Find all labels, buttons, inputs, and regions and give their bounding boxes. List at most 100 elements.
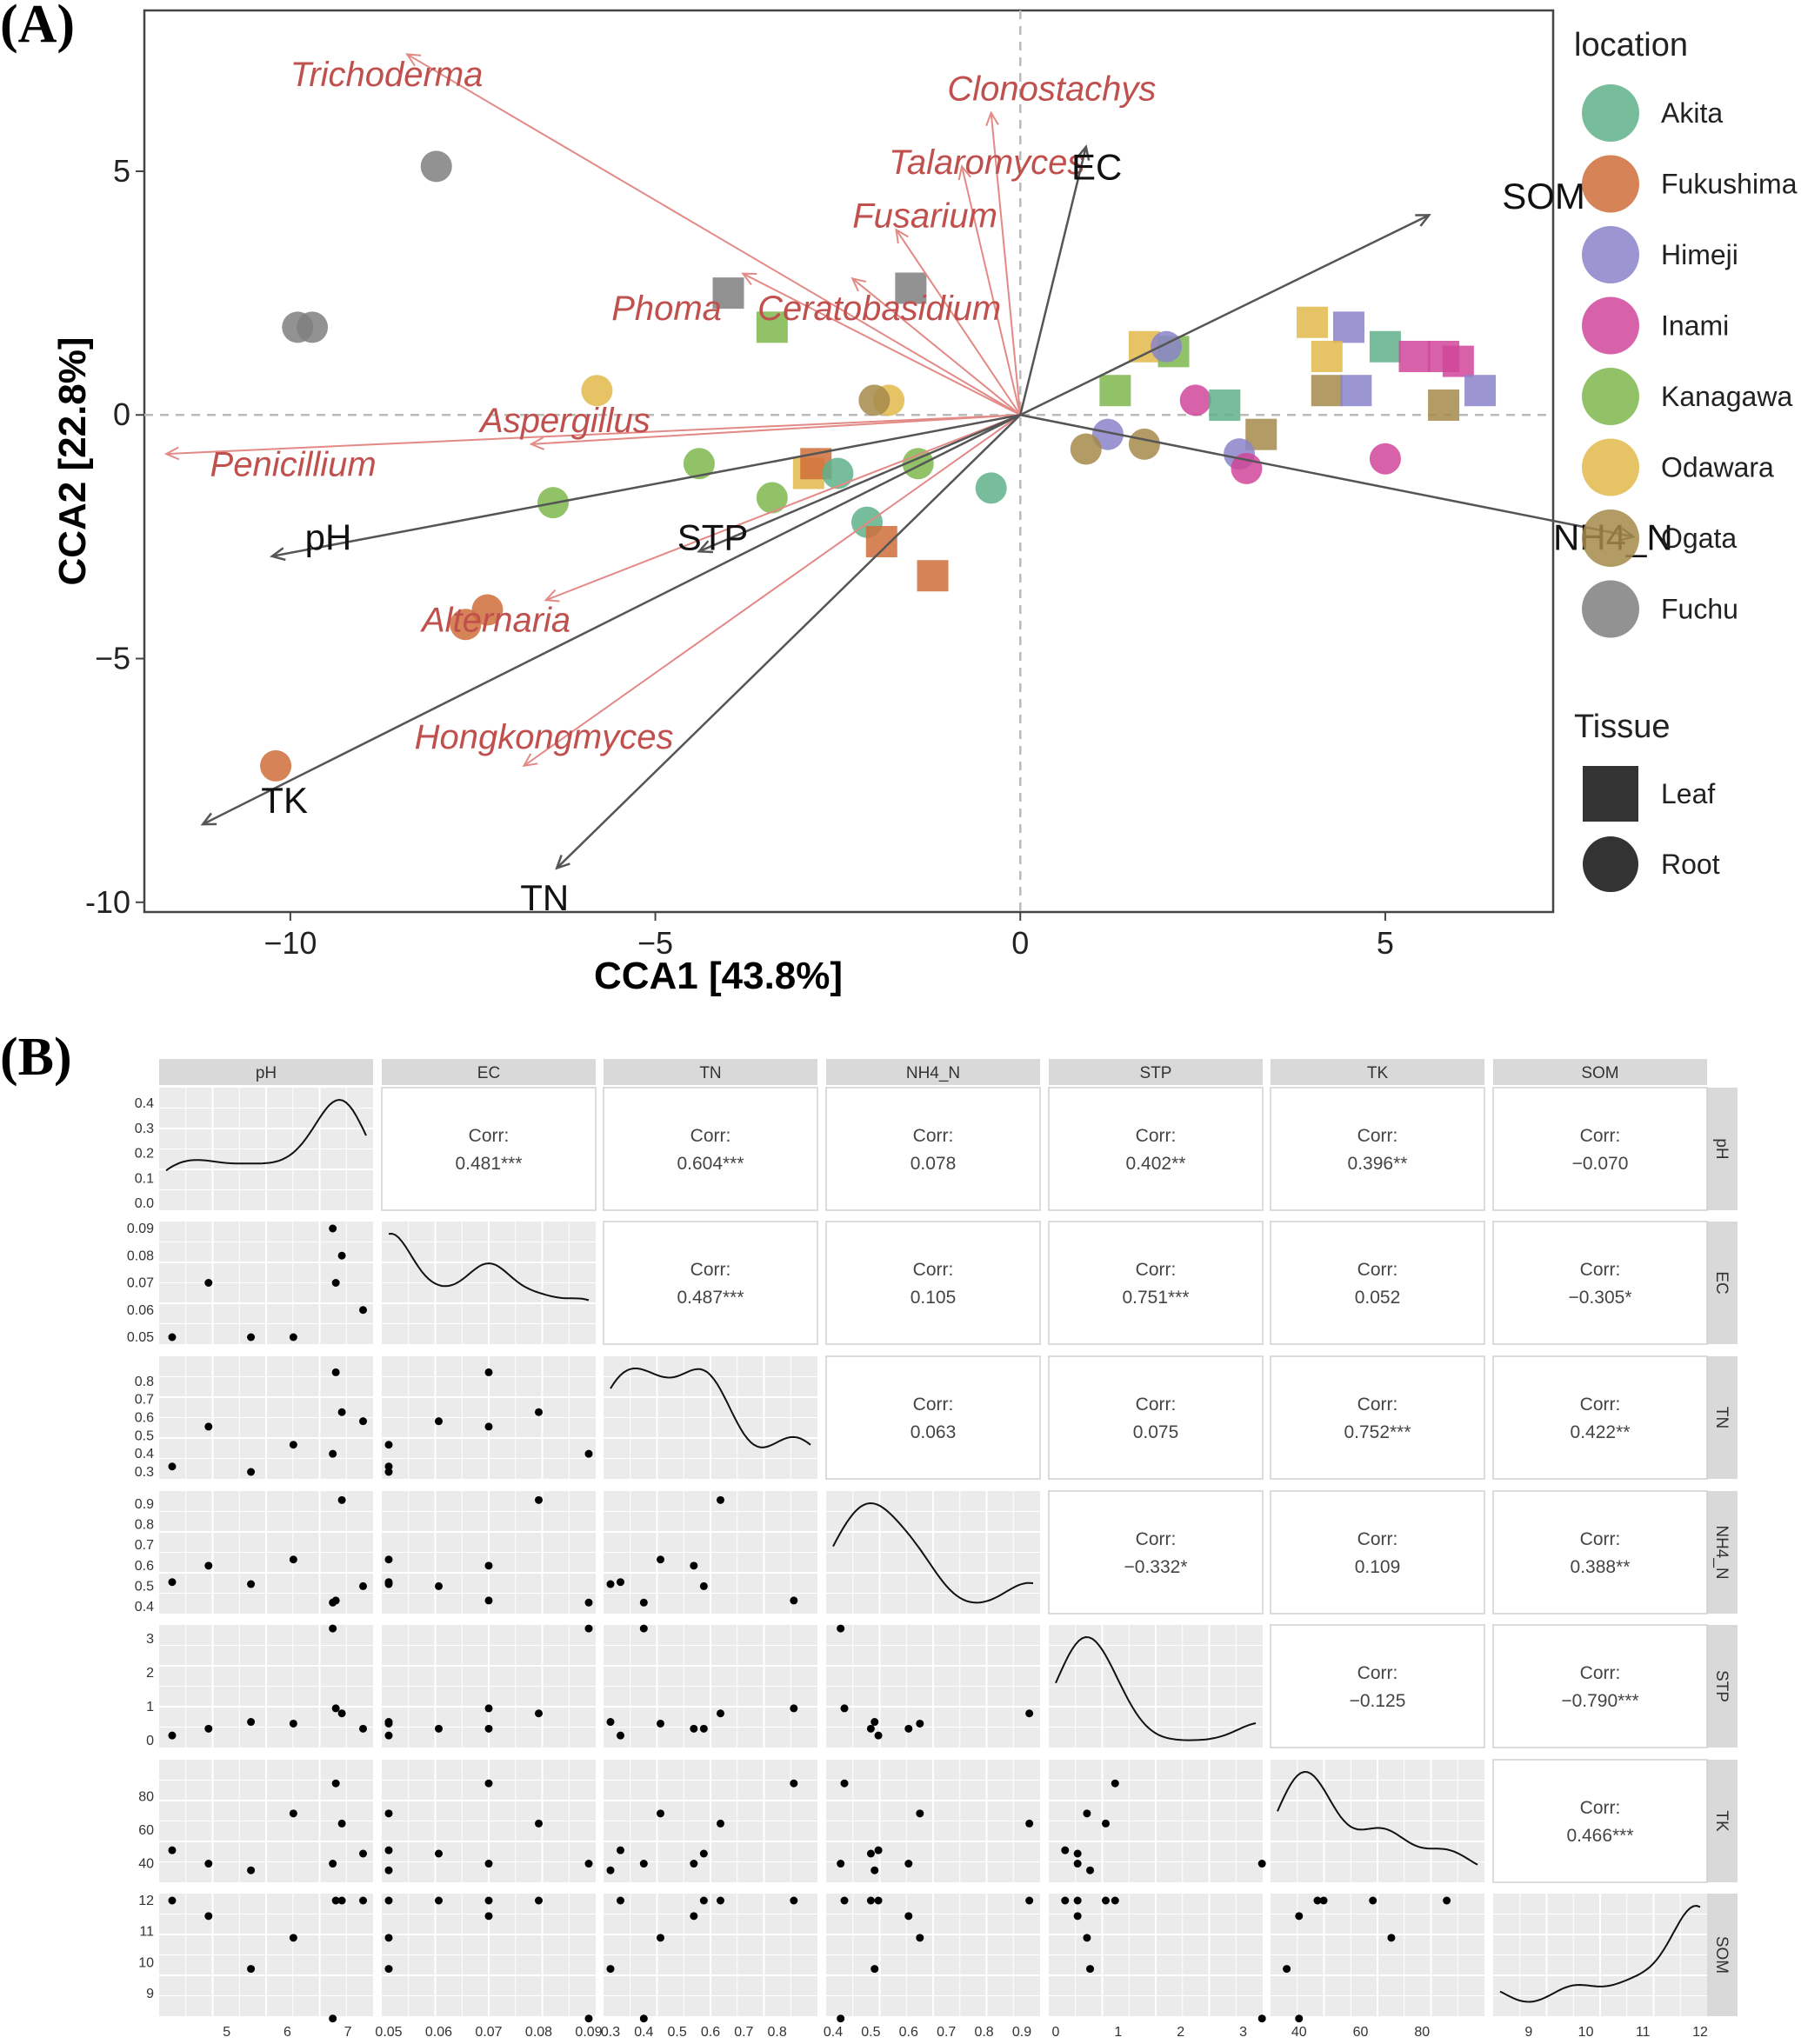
corr-label: Corr: xyxy=(469,1126,510,1146)
scatter-point-stp-nh4-n xyxy=(870,1718,879,1727)
env-label-ec: EC xyxy=(1071,146,1122,187)
row-y-tick-ec: 0.06 xyxy=(127,1303,154,1318)
corr-value-nh4-n-tk: 0.109 xyxy=(1355,1557,1401,1577)
scatter-point-tk-tn xyxy=(690,1860,698,1868)
corr-cell-stp-tk xyxy=(1270,1624,1485,1748)
scatter-point-som-stp xyxy=(1086,1965,1095,1974)
scatter-point-stp-tn xyxy=(790,1704,798,1713)
corr-label: Corr: xyxy=(1580,1395,1621,1415)
scatter-point-stp-tn xyxy=(699,1724,708,1733)
scatter-point-stp-ec xyxy=(484,1704,493,1713)
corr-cell-tn-stp xyxy=(1048,1355,1264,1480)
point-fuchu-root xyxy=(420,150,452,183)
scatter-point-tn-ph xyxy=(359,1417,368,1426)
scatter-point-stp-ph xyxy=(359,1724,368,1733)
scatter-point-tk-nh4-n xyxy=(904,1860,913,1868)
scatter-point-som-tk xyxy=(1295,2014,1304,2023)
taxa-vector-aspergillus-line xyxy=(530,414,1021,445)
row-y-tick-tn: 0.7 xyxy=(135,1393,154,1408)
scatter-point-som-nh4-n xyxy=(840,1896,849,1905)
legend-swatch-inami xyxy=(1582,296,1639,355)
scatter-point-tk-ec xyxy=(435,1849,443,1858)
point-inami-root xyxy=(1179,384,1211,416)
scatter-point-nh4-n-ph xyxy=(331,1596,340,1605)
scatter-point-som-tn xyxy=(690,1912,698,1921)
scatter-point-tn-ec xyxy=(384,1441,393,1449)
point-fukushima-root xyxy=(260,749,292,782)
col-x-tick-stp: 0 xyxy=(1052,2025,1060,2040)
row-strip-som xyxy=(1707,1894,1738,2016)
legend-label-inami: Inami xyxy=(1661,310,1729,342)
legend-label-fuchu: Fuchu xyxy=(1661,594,1738,625)
point-inami-leaf xyxy=(1398,340,1431,372)
col-x-tick-som: 11 xyxy=(1636,2025,1651,2040)
scatter-point-tn-ec xyxy=(484,1422,493,1431)
row-strip-label-stp: STP xyxy=(1712,1670,1731,1702)
corr-cell-ec-tn xyxy=(603,1221,818,1345)
scatter-point-nh4-n-ec xyxy=(435,1581,443,1590)
taxa-label-talaromyces: Talaromyces xyxy=(889,143,1084,182)
corr-label: Corr: xyxy=(1357,1260,1398,1280)
point-fuchu-leaf xyxy=(712,277,744,310)
row-y-tick-som: 11 xyxy=(139,1925,154,1940)
scatter-point-tn-ph xyxy=(337,1408,346,1416)
env-vector-ec-line xyxy=(1019,146,1088,416)
col-x-tick-som: 10 xyxy=(1578,2025,1594,2040)
x-tick-label: 5 xyxy=(1377,925,1394,961)
corr-cell-tn-som xyxy=(1492,1355,1708,1480)
col-strip-tn xyxy=(604,1059,817,1085)
col-x-tick-nh4-n: 0.6 xyxy=(899,2025,918,2040)
corr-value-tn-stp: 0.075 xyxy=(1133,1422,1179,1442)
scatter-point-som-tk xyxy=(1313,1896,1322,1905)
legend-swatch-ogata xyxy=(1582,509,1639,567)
corr-label: Corr: xyxy=(690,1126,731,1146)
scatter-point-som-ph xyxy=(289,1934,297,1942)
row-y-tick-nh4-n: 0.6 xyxy=(135,1559,154,1574)
corr-value-ph-ec: 0.481*** xyxy=(455,1154,522,1174)
scatter-point-tk-tn xyxy=(790,1779,798,1788)
col-x-tick-nh4-n: 0.9 xyxy=(1012,2025,1031,2040)
col-strip-ec xyxy=(382,1059,596,1085)
col-x-tick-tn: 0.3 xyxy=(601,2025,620,2040)
scatter-point-stp-nh4-n xyxy=(840,1704,849,1713)
col-x-tick-stp: 1 xyxy=(1114,2025,1122,2040)
point-ogata-leaf xyxy=(1311,375,1343,407)
scatter-point-stp-ph xyxy=(289,1719,297,1728)
scatter-point-som-ec xyxy=(484,1896,493,1905)
cca-axes: −10 −5 0 5 5 0 −5 -10 CCA1 [43.8%] CCA2 [22.8%] xyxy=(51,153,1394,997)
corr-value-tk-som: 0.466*** xyxy=(1566,1826,1633,1846)
taxa-vector-phoma-line xyxy=(742,272,1021,416)
y-tick-label: 5 xyxy=(113,153,130,189)
row-y-tick-som: 10 xyxy=(138,1955,154,1970)
row-strip-label-som: SOM xyxy=(1712,1936,1731,1974)
x-tick-label: −10 xyxy=(263,925,317,961)
col-x-tick-tn: 0.7 xyxy=(734,2025,753,2040)
scatter-point-nh4-n-ec xyxy=(535,1495,543,1504)
col-strip-label-ec: EC xyxy=(477,1064,500,1082)
scatter-point-tk-nh4-n xyxy=(870,1866,879,1874)
corr-cell-ph-tn xyxy=(603,1087,818,1211)
scatter-point-tk-ph xyxy=(247,1866,256,1874)
taxa-vector-fusarium-line xyxy=(895,229,1022,416)
legend-swatch-root xyxy=(1583,836,1638,892)
scatter-point-stp-ph xyxy=(329,1624,337,1633)
point-akita-leaf xyxy=(1209,389,1241,422)
legend-swatch-leaf xyxy=(1583,766,1638,822)
row-strip-label-nh4-n: NH4_N xyxy=(1712,1525,1731,1579)
y-axis-title: CCA2 [22.8%] xyxy=(51,336,94,585)
scatter-point-stp-ph xyxy=(168,1731,177,1740)
corr-label: Corr: xyxy=(913,1260,954,1280)
row-y-tick-tn: 0.3 xyxy=(135,1465,154,1480)
corr-label: Corr: xyxy=(1580,1798,1621,1818)
point-akita-root xyxy=(975,472,1007,504)
density-curve-ph xyxy=(165,1098,367,1172)
col-x-tick-ec: 0.07 xyxy=(475,2025,502,2040)
scatter-point-nh4-n-ph xyxy=(168,1578,177,1587)
scatter-point-stp-nh4-n xyxy=(866,1724,875,1733)
corr-label: Corr: xyxy=(1136,1529,1177,1549)
taxa-vector-clonostachys-head xyxy=(985,110,999,127)
col-x-tick-tk: 60 xyxy=(1353,2025,1369,2040)
row-y-tick-tk: 80 xyxy=(138,1790,154,1805)
taxa-label-trichoderma: Trichoderma xyxy=(290,56,484,94)
taxa-vector-trichoderma-head xyxy=(405,53,422,67)
